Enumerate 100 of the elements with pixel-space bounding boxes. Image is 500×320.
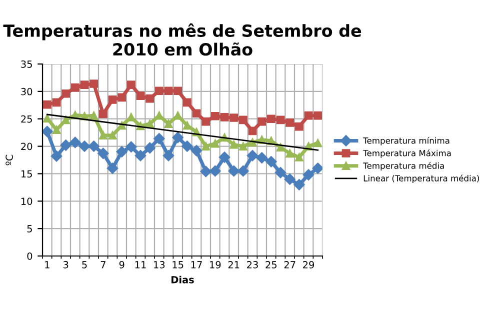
point — [174, 86, 182, 96]
y-tick-label: 5 — [27, 225, 32, 232]
point — [162, 150, 174, 162]
point — [211, 112, 220, 120]
y-tick-label: 0 — [27, 252, 32, 260]
point — [108, 131, 117, 140]
point — [155, 86, 164, 96]
point — [220, 113, 229, 122]
x-tick-label: 27 — [284, 261, 296, 268]
x-tick-label: 17 — [191, 261, 202, 268]
point — [202, 117, 210, 126]
point — [70, 136, 81, 148]
point — [230, 140, 238, 149]
point — [258, 117, 266, 126]
x-tick-label: 29 — [303, 261, 314, 268]
legend-label: Linear (Temperatura média) — [364, 174, 479, 184]
point — [50, 150, 62, 162]
point — [248, 126, 257, 136]
point — [43, 114, 52, 122]
x-axis-title: Dias — [172, 276, 194, 284]
point — [98, 148, 109, 160]
point — [238, 165, 249, 177]
point — [182, 140, 193, 152]
point — [312, 162, 322, 174]
point — [256, 152, 268, 164]
point — [302, 169, 314, 180]
point — [202, 142, 210, 150]
point — [62, 89, 70, 98]
x-tick-label: 13 — [154, 261, 165, 268]
point — [211, 139, 220, 148]
point — [295, 153, 304, 162]
y-tick-label: 25 — [21, 115, 32, 123]
point — [118, 93, 126, 102]
point — [190, 145, 202, 156]
point — [99, 131, 108, 140]
y-tick-label: 10 — [21, 198, 32, 205]
chart-title: Temperaturas no mês de Setembro de 2010 em Olhão — [3, 23, 362, 56]
point — [144, 142, 156, 154]
point — [192, 109, 201, 118]
point — [126, 141, 137, 152]
point — [314, 138, 322, 148]
point — [183, 121, 192, 130]
point — [200, 166, 212, 178]
point — [286, 118, 294, 127]
point — [43, 100, 52, 109]
point — [90, 111, 98, 120]
point — [286, 149, 294, 158]
point — [239, 142, 248, 150]
point — [228, 165, 240, 177]
x-tick-label: 15 — [172, 261, 184, 268]
point — [218, 152, 230, 163]
y-tick-label: 35 — [21, 60, 32, 68]
point — [210, 165, 221, 177]
point — [146, 120, 154, 128]
point — [52, 126, 61, 134]
point — [80, 80, 89, 90]
x-tick-label: 1 — [45, 261, 50, 268]
point — [99, 110, 108, 118]
point — [71, 83, 80, 92]
point — [62, 116, 70, 124]
point — [314, 111, 322, 120]
point — [88, 140, 100, 152]
point — [60, 140, 72, 151]
point — [274, 167, 286, 178]
point — [108, 95, 117, 104]
point — [42, 126, 53, 138]
point — [136, 92, 145, 100]
point — [267, 114, 276, 124]
point — [127, 80, 136, 90]
legend-label: Temperatura mínima — [363, 136, 450, 146]
point — [183, 98, 192, 107]
x-tick-label: 11 — [135, 261, 146, 268]
x-tick-label: 23 — [247, 261, 258, 268]
x-tick-label: 7 — [100, 261, 106, 268]
x-tick-label: 5 — [82, 261, 87, 268]
point — [146, 94, 154, 103]
y-tick-label: 30 — [21, 88, 32, 96]
x-tick-label: 25 — [266, 261, 277, 268]
point — [164, 86, 173, 96]
point — [172, 132, 184, 144]
point — [90, 80, 98, 88]
y-tick-label: 15 — [21, 170, 32, 178]
point — [294, 179, 305, 190]
point — [106, 162, 118, 174]
legend-label: Temperatura média — [363, 162, 444, 170]
point — [295, 122, 304, 131]
y-tick-label: 20 — [21, 142, 32, 150]
x-tick-label: 3 — [63, 261, 68, 268]
point — [304, 111, 313, 120]
point — [239, 116, 248, 124]
point — [266, 156, 277, 168]
x-tick-label: 9 — [119, 261, 124, 268]
point — [164, 120, 173, 128]
y-axis-title: ºC — [6, 154, 13, 166]
point — [116, 146, 128, 158]
legend-label: Temperatura Máxima — [363, 150, 451, 158]
point — [134, 150, 146, 162]
x-tick-label: 21 — [228, 261, 240, 268]
point — [230, 114, 238, 122]
point — [276, 116, 285, 124]
